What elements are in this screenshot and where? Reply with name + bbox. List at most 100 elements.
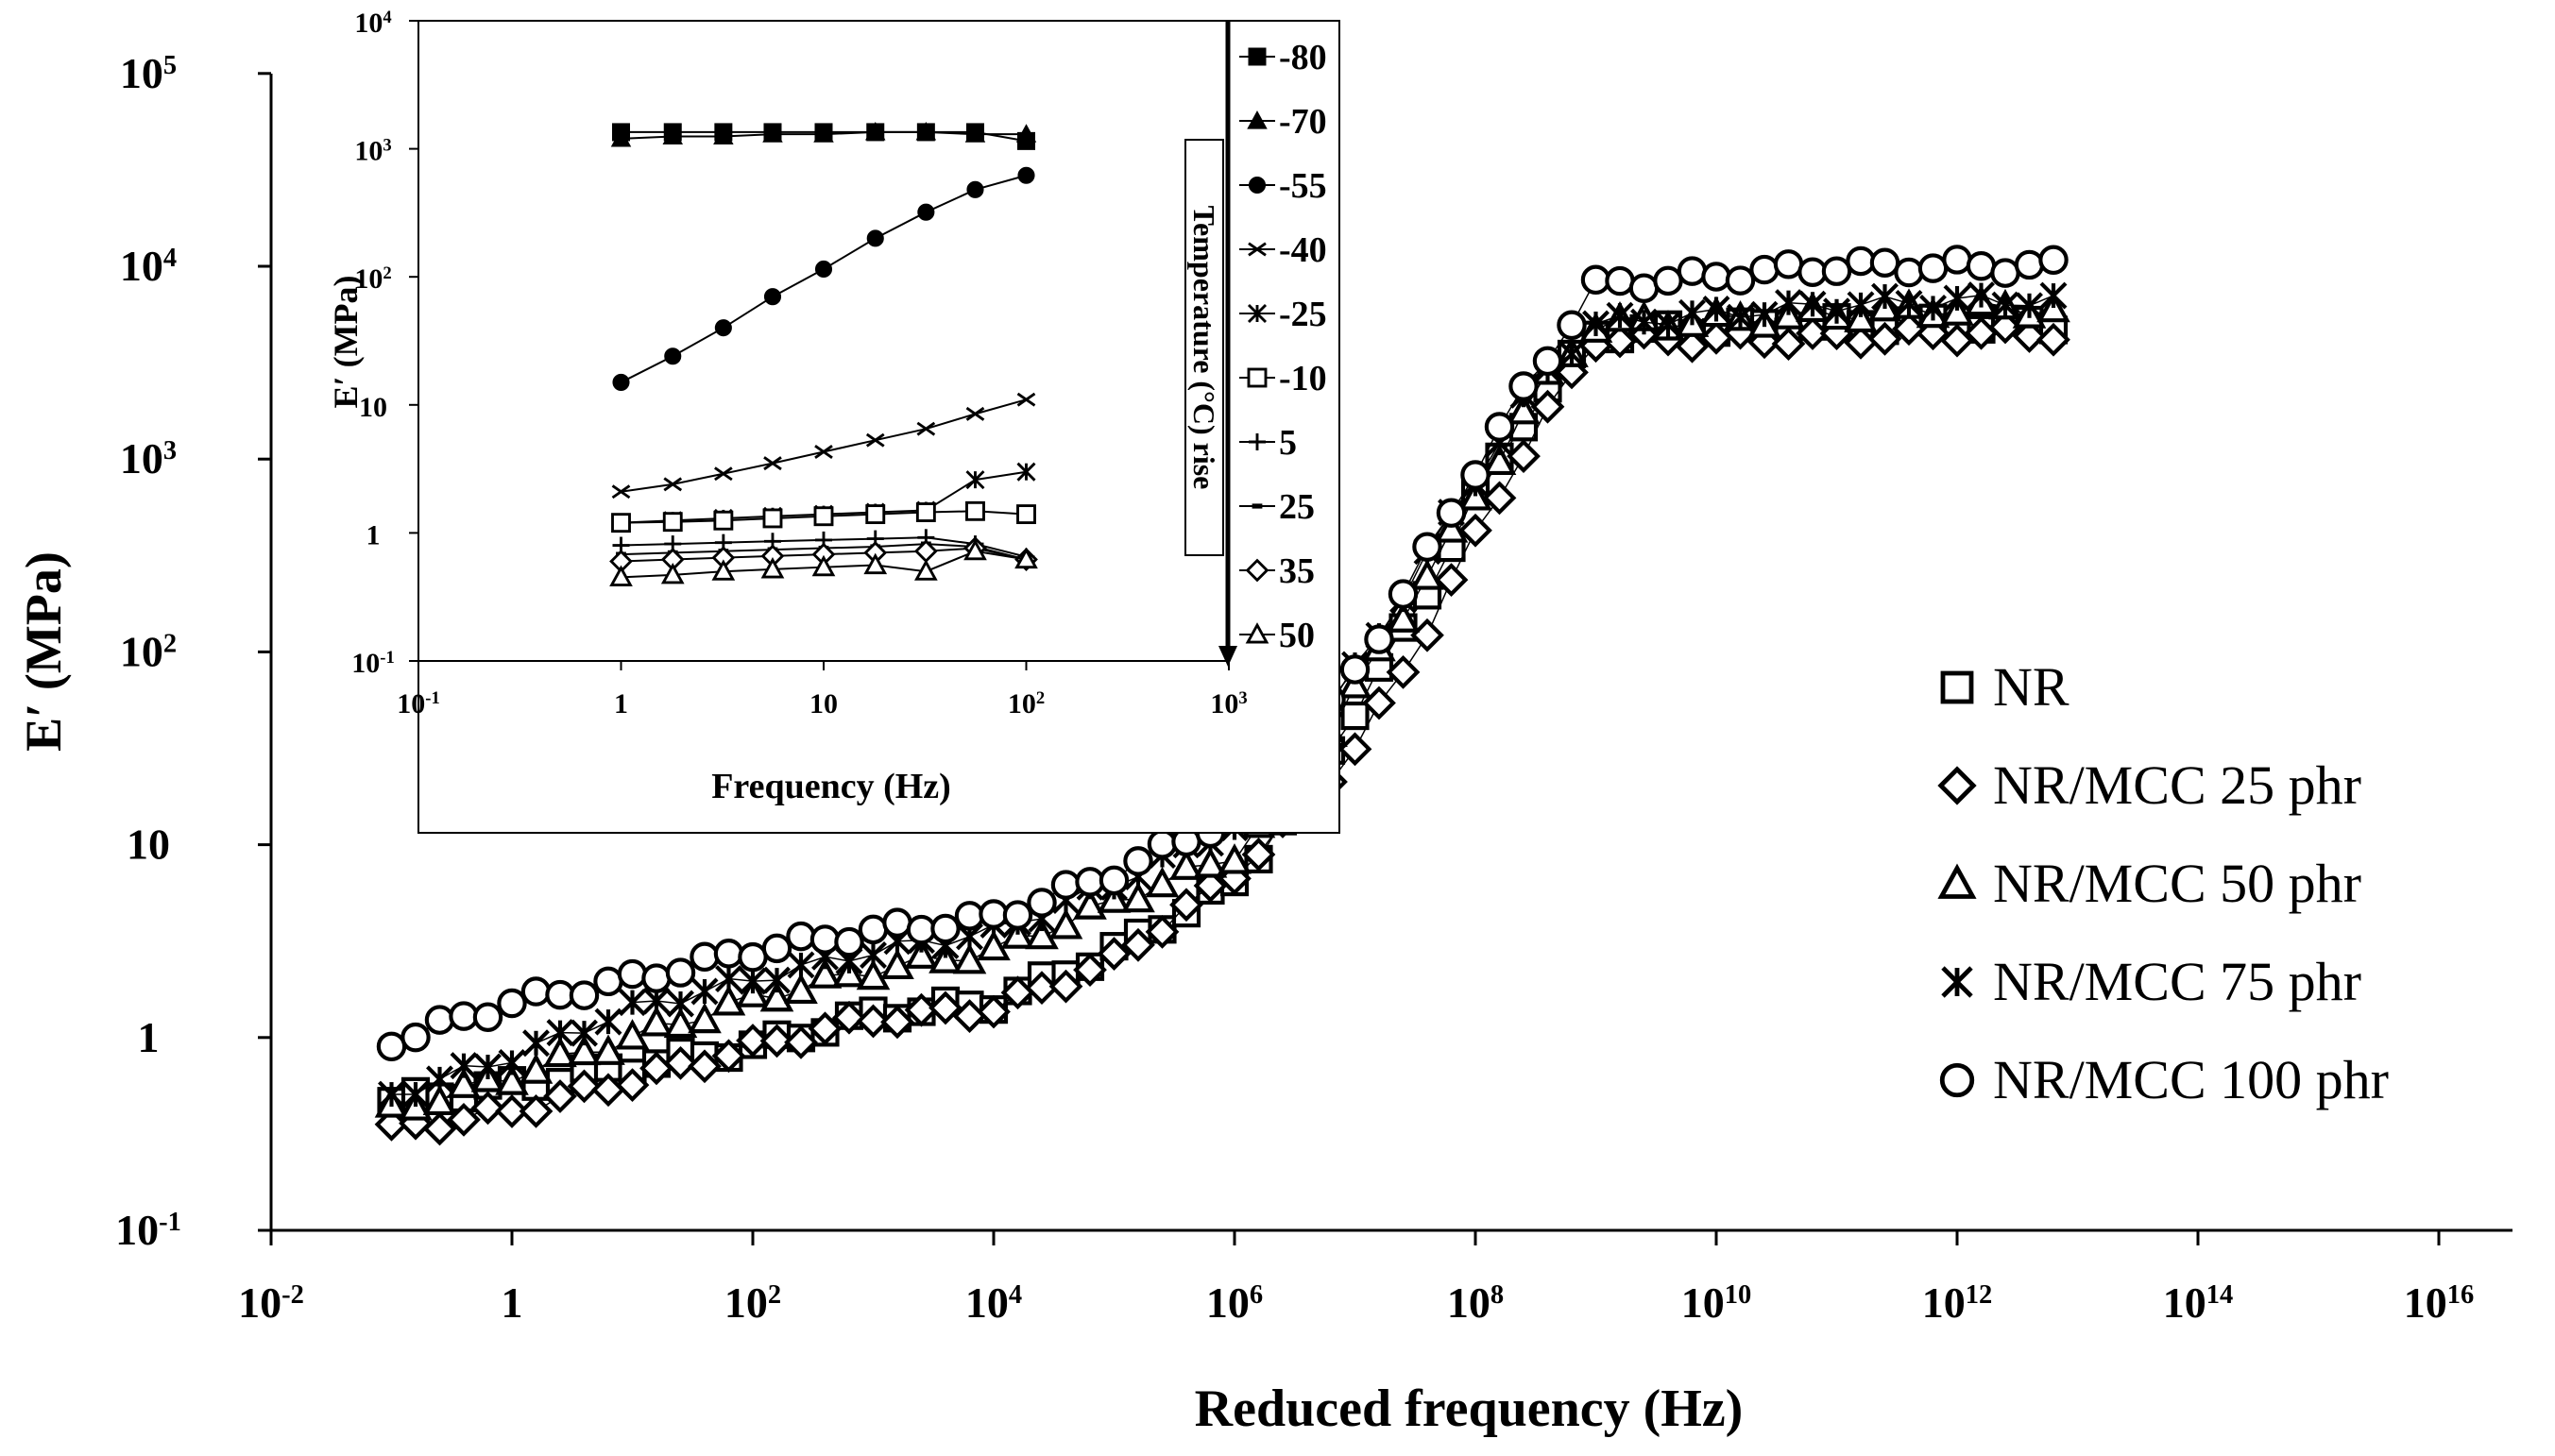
main-data-point	[1869, 247, 1900, 278]
inset-legend-item: -25	[1239, 295, 1327, 334]
main-data-point	[856, 958, 891, 990]
inset-series-open-square	[611, 500, 1036, 533]
inset-y-axis-label: E′ (MPa)	[327, 275, 365, 408]
inset-series-filled-circle	[612, 166, 1035, 391]
main-data-point	[952, 942, 987, 974]
inset-legend-label: 35	[1279, 551, 1315, 591]
main-legend-item: NR/MCC 25 phr	[1937, 754, 2361, 816]
main-data-point	[834, 926, 864, 957]
main-data-point	[1771, 298, 1806, 330]
main-data-point	[1025, 918, 1059, 950]
inset-legend-marker	[1248, 47, 1267, 66]
main-data-point	[1606, 301, 1634, 330]
inset-legend: -80 -70 -55 -40 -25 -10 5 25 35 50	[1239, 38, 1327, 655]
main-data-point	[1605, 265, 1635, 296]
main-data-point	[1871, 282, 1899, 311]
main-data-point	[1386, 601, 1421, 633]
main-data-point	[880, 948, 914, 980]
main-data-point	[1654, 311, 1682, 339]
main-data-point	[1943, 284, 1971, 313]
main-data-point	[1027, 888, 1057, 918]
main-data-point	[736, 1024, 770, 1058]
inset-legend-item: 25	[1239, 487, 1315, 527]
main-data-point	[1508, 371, 1539, 401]
inset-x-ticks: 10-1 1 10 102 103	[397, 661, 1248, 720]
main-data-point	[1484, 412, 1515, 442]
main-data-point	[690, 941, 720, 973]
main-x-tick-label: 1016	[2404, 1278, 2475, 1327]
main-legend-item: NR/MCC 50 phr	[1937, 853, 2361, 914]
main-data-point	[1966, 250, 1997, 281]
main-data-point	[1895, 289, 1923, 317]
main-data-point	[422, 1084, 457, 1115]
main-y-tick-label: 103	[120, 434, 177, 483]
inset-data-point	[965, 470, 985, 490]
main-data-point	[784, 1025, 818, 1059]
main-data-point	[739, 967, 767, 995]
main-data-point	[904, 992, 939, 1027]
inset-data-point	[611, 484, 631, 499]
main-data-point	[1099, 865, 1130, 896]
main-data-point	[711, 1039, 746, 1074]
main-data-point	[1048, 969, 1083, 1004]
inset-legend-label: -10	[1279, 359, 1327, 398]
main-data-point	[1434, 512, 1469, 543]
main-data-point	[1967, 281, 1995, 310]
main-data-point	[1193, 869, 1228, 903]
main-data-point	[1169, 888, 1203, 923]
inset-data-point	[865, 432, 885, 448]
main-legend-label: NR/MCC 25 phr	[1993, 754, 2361, 816]
main-data-point	[1436, 498, 1467, 528]
main-data-point	[977, 994, 1011, 1029]
inset-data-point	[760, 557, 785, 579]
main-legend-label: NR	[1993, 656, 2070, 718]
main-data-point	[1750, 300, 1779, 329]
main-data-point	[422, 1111, 457, 1146]
main-data-point	[1388, 579, 1419, 609]
main-data-point	[447, 1067, 481, 1098]
main-data-point	[715, 965, 742, 993]
main-data-point	[928, 990, 962, 1025]
main-data-point	[543, 1079, 577, 1113]
inset-legend-marker	[1247, 303, 1268, 324]
main-data-point	[495, 1064, 529, 1095]
main-y-tick-label: 10-1	[115, 1206, 181, 1254]
main-data-point	[1532, 346, 1563, 377]
main-data-point	[1678, 298, 1706, 327]
inset-data-point	[811, 554, 836, 577]
main-data-point	[376, 1031, 407, 1062]
inset-data-point	[1015, 124, 1037, 143]
inset-data-point	[1014, 547, 1038, 569]
main-data-point	[641, 963, 672, 993]
inset-y-tick-label: 10-1	[351, 648, 395, 680]
main-data-point	[1073, 889, 1107, 920]
main-series	[374, 245, 2070, 1146]
main-y-tick-label: 105	[120, 49, 177, 97]
main-data-point	[2014, 249, 2045, 280]
main-data-point	[571, 1019, 598, 1047]
main-data-point	[1677, 256, 1708, 286]
main-data-point	[1675, 329, 1710, 364]
inset-legend-item: -40	[1239, 230, 1327, 270]
main-y-tick-label: 104	[120, 242, 177, 290]
main-data-point	[2038, 245, 2069, 276]
main-x-ticks: 10-2 1 102 104 106 108 1010 1012 1014 1016	[238, 1230, 2474, 1327]
main-data-point	[856, 1004, 891, 1039]
inset-legend-item: -10	[1239, 359, 1327, 398]
main-data-point	[522, 1029, 550, 1058]
main-data-point	[713, 939, 744, 969]
inset-legend-item: 35	[1239, 551, 1315, 591]
main-data-point	[426, 1065, 453, 1093]
main-data-point	[615, 1068, 650, 1102]
inset-legend-marker	[1249, 433, 1266, 450]
inset-legend-item: -80	[1239, 38, 1327, 77]
main-data-point	[1775, 289, 1802, 317]
inset-data-point	[915, 121, 937, 141]
inset-legend-marker	[1248, 176, 1267, 195]
main-data-point	[1147, 829, 1178, 859]
main-data-point	[1823, 297, 1850, 326]
inset-legend-label: 50	[1279, 616, 1315, 655]
inset-data-point	[915, 502, 936, 522]
main-data-point	[738, 941, 768, 973]
main-data-point	[1725, 265, 1756, 296]
